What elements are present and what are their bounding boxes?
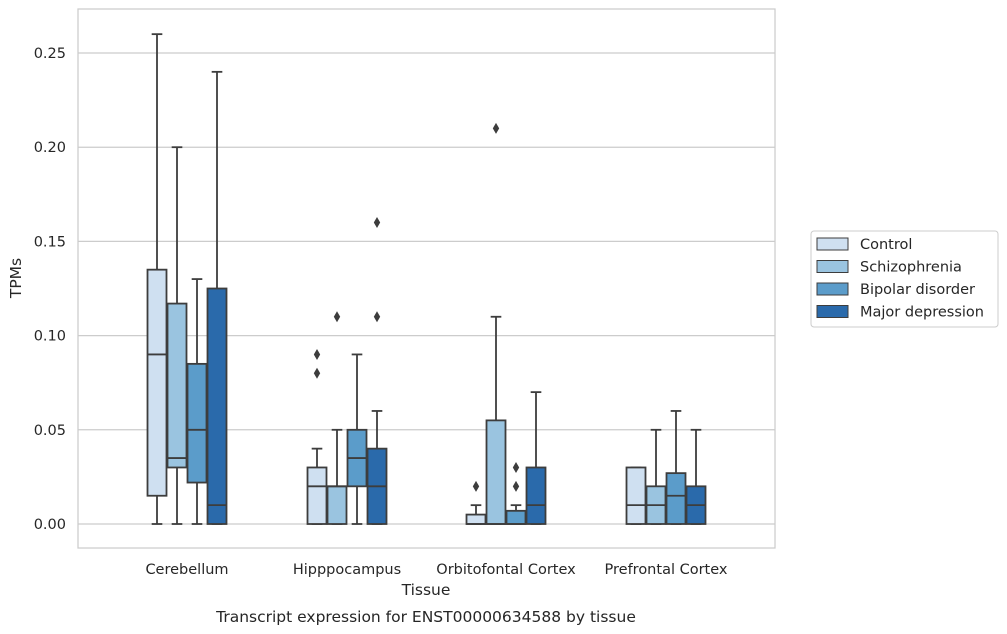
- box-iqr: [326, 485, 348, 525]
- outlier-point: [512, 480, 520, 492]
- x-tick-label: Cerebellum: [145, 562, 228, 578]
- y-tick-label: 0.20: [34, 140, 66, 156]
- y-tick-label: 0.25: [34, 46, 66, 62]
- box-control: [465, 480, 487, 525]
- box-iqr: [146, 268, 168, 497]
- legend-swatch: [816, 237, 849, 251]
- box-iqr: [625, 466, 647, 525]
- box-control: [306, 348, 328, 525]
- plot-frame: [77, 8, 776, 549]
- box-schizophrenia: [166, 146, 188, 525]
- box-iqr: [186, 362, 208, 484]
- y-tick-label: 0.10: [34, 329, 66, 345]
- y-tick-label: 0.05: [34, 423, 66, 439]
- legend-frame: [810, 230, 999, 328]
- outlier-point: [313, 348, 321, 360]
- legend-swatch: [816, 260, 849, 273]
- box-iqr: [465, 513, 487, 525]
- box-bipolar-disorder: [505, 461, 527, 525]
- box-iqr: [665, 472, 687, 525]
- box-iqr: [206, 287, 228, 525]
- figure-caption: Transcript expression for ENST0000063458…: [215, 608, 636, 626]
- box-iqr: [525, 466, 547, 525]
- legend-entry: Major depression: [860, 305, 984, 321]
- outlier-point: [333, 311, 341, 323]
- legend-swatch: [816, 282, 849, 296]
- outlier-point: [492, 122, 500, 134]
- box-bipolar-disorder: [346, 353, 368, 525]
- box-major-depression: [206, 70, 228, 525]
- x-axis-label: Tissue: [401, 581, 451, 599]
- legend-entry: Control: [860, 237, 912, 253]
- x-axis-ticks: Cerebellum Hipppocampus Orbitofontal Corte…: [145, 562, 727, 578]
- legend-entry: Bipolar disorder: [860, 282, 975, 298]
- box-iqr: [485, 419, 507, 525]
- outlier-point: [373, 311, 381, 323]
- x-tick-label: Prefrontal Cortex: [605, 562, 728, 578]
- outlier-point: [472, 480, 480, 492]
- y-tick-label: 0.00: [34, 517, 66, 533]
- box-iqr: [505, 509, 527, 525]
- box-schizophrenia: [645, 428, 667, 525]
- box-control: [146, 33, 168, 525]
- outlier-point: [512, 461, 520, 473]
- legend-entry: Schizophrenia: [860, 260, 962, 276]
- box-iqr: [306, 466, 328, 525]
- legend-swatch: [816, 305, 849, 318]
- x-tick-label: Hipppocampus: [293, 562, 401, 578]
- outlier-point: [373, 217, 381, 229]
- box-major-depression: [525, 391, 547, 525]
- y-axis-ticks: 0.00 0.05 0.10 0.15 0.20 0.25: [34, 46, 66, 533]
- box-bipolar-disorder: [186, 278, 208, 525]
- box-schizophrenia: [485, 122, 507, 525]
- plot-area: [146, 33, 707, 525]
- x-tick-label: Orbitofontal Cortex: [436, 562, 576, 578]
- box-iqr: [166, 302, 188, 469]
- outlier-point: [313, 367, 321, 379]
- box-major-depression: [366, 217, 388, 525]
- box-control: [625, 466, 647, 525]
- box-schizophrenia: [326, 311, 348, 525]
- box-bipolar-disorder: [665, 410, 687, 525]
- y-axis-label: TPMs: [7, 258, 25, 299]
- box-major-depression: [685, 428, 707, 525]
- y-tick-label: 0.15: [34, 234, 66, 250]
- legend: Control Schizophrenia Bipolar disorder Majo…: [810, 230, 999, 328]
